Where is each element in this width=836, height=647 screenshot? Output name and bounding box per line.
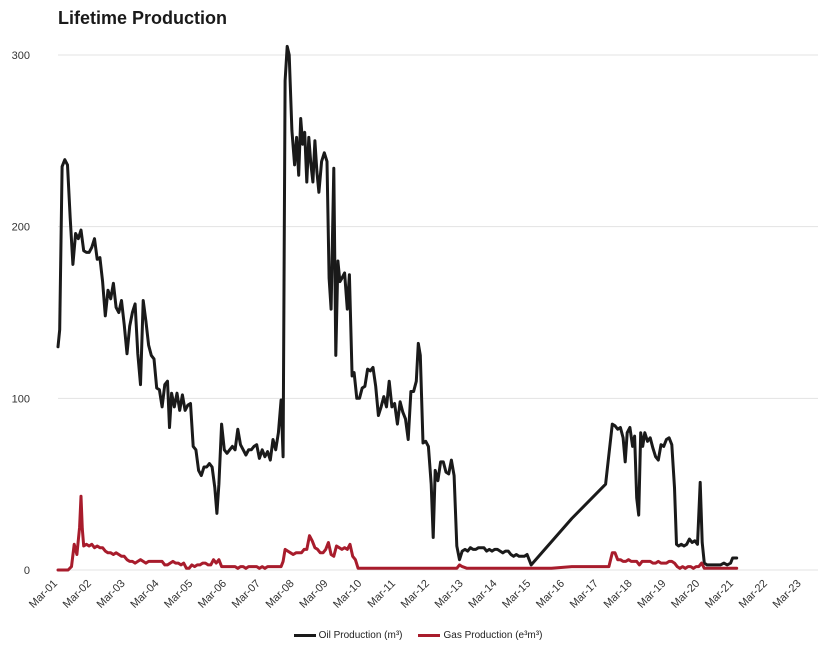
x-tick-label: Mar-15 xyxy=(500,578,533,611)
x-tick-label: Mar-19 xyxy=(635,578,668,611)
x-tick-label: Mar-22 xyxy=(737,578,770,611)
x-tick-label: Mar-07 xyxy=(230,578,263,611)
x-tick-label: Mar-03 xyxy=(95,578,128,611)
x-tick-label: Mar-16 xyxy=(534,578,567,611)
x-tick-label: Mar-09 xyxy=(297,578,330,611)
chart-title: Lifetime Production xyxy=(58,8,228,28)
x-tick-label: Mar-04 xyxy=(128,578,161,611)
y-tick-label: 0 xyxy=(24,565,30,577)
x-tick-label: Mar-01 xyxy=(27,578,60,611)
legend-swatch xyxy=(418,634,441,637)
grid-layer xyxy=(58,54,818,571)
x-tick-label: Mar-11 xyxy=(366,578,399,611)
legend-item-oil: Oil Production (m³) xyxy=(293,630,403,641)
x-tick-label: Mar-06 xyxy=(196,578,229,611)
x-tick-label: Mar-20 xyxy=(669,578,702,611)
x-tick-label: Mar-14 xyxy=(466,578,499,611)
legend: Oil Production (m³) Gas Production (e³m³) xyxy=(0,629,836,641)
y-axis-ticks: 0 100 200 300 xyxy=(12,50,30,577)
x-tick-label: Mar-12 xyxy=(399,578,432,611)
legend-swatch xyxy=(293,634,316,637)
y-tick-label: 300 xyxy=(12,50,30,62)
legend-label: Oil Production (m³) xyxy=(318,630,403,641)
x-axis-ticks: Mar-01 Mar-02 Mar-03 Mar-04 Mar-05 Mar-06 Mar-… xyxy=(27,578,804,611)
legend-item-gas: Gas Production (e³m³) xyxy=(418,630,542,641)
x-tick-label: Mar-17 xyxy=(568,578,601,611)
series-layer xyxy=(56,44,739,572)
legend-label: Gas Production (e³m³) xyxy=(443,630,543,641)
x-tick-label: Mar-13 xyxy=(433,578,466,611)
x-tick-label: Mar-02 xyxy=(61,578,94,611)
series-line-oil xyxy=(56,44,739,567)
y-tick-label: 100 xyxy=(12,393,30,405)
x-tick-label: Mar-10 xyxy=(331,578,364,611)
x-tick-label: Mar-23 xyxy=(771,578,804,611)
x-tick-label: Mar-05 xyxy=(162,578,195,611)
x-tick-label: Mar-18 xyxy=(602,578,635,611)
series-line-gas xyxy=(56,494,739,572)
x-tick-label: Mar-08 xyxy=(264,578,297,611)
y-tick-label: 200 xyxy=(12,222,30,234)
x-tick-label: Mar-21 xyxy=(703,578,736,611)
